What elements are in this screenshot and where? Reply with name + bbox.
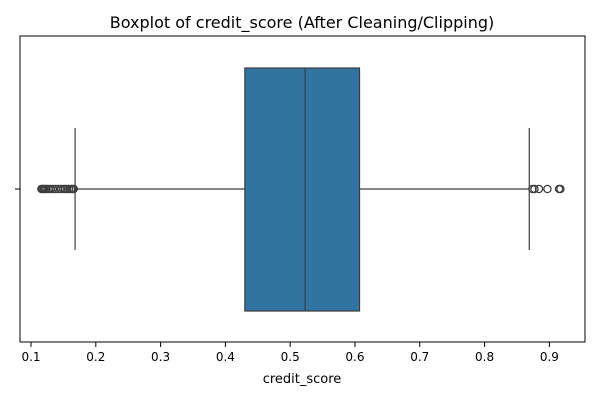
x-tick-label: 0.5 xyxy=(281,350,300,364)
x-tick-label: 0.4 xyxy=(216,350,235,364)
iqr-box xyxy=(244,67,361,312)
x-axis-label: credit_score xyxy=(263,372,342,387)
x-tick-label: 0.3 xyxy=(151,350,170,364)
x-axis-ticks: 0.1 0.2 0.3 0.4 0.5 0.6 0.7 0.8 0.9 xyxy=(21,342,559,364)
outlier-point xyxy=(56,184,66,194)
outlier-point xyxy=(543,184,552,194)
outliers xyxy=(37,184,565,194)
outlier-point xyxy=(556,184,565,194)
x-tick-label: 0.9 xyxy=(540,350,559,364)
x-tick-label: 0.1 xyxy=(21,350,40,364)
x-tick-label: 0.7 xyxy=(410,350,429,364)
x-tick-label: 0.2 xyxy=(86,350,105,364)
box-group xyxy=(74,67,530,312)
chart-title: Boxplot of credit_score (After Cleaning/… xyxy=(110,13,494,33)
outlier-point xyxy=(69,184,79,194)
outlier-point xyxy=(534,184,544,194)
outlier-point xyxy=(530,184,539,194)
x-tick-label: 0.8 xyxy=(475,350,494,364)
x-tick-label: 0.6 xyxy=(345,350,364,364)
